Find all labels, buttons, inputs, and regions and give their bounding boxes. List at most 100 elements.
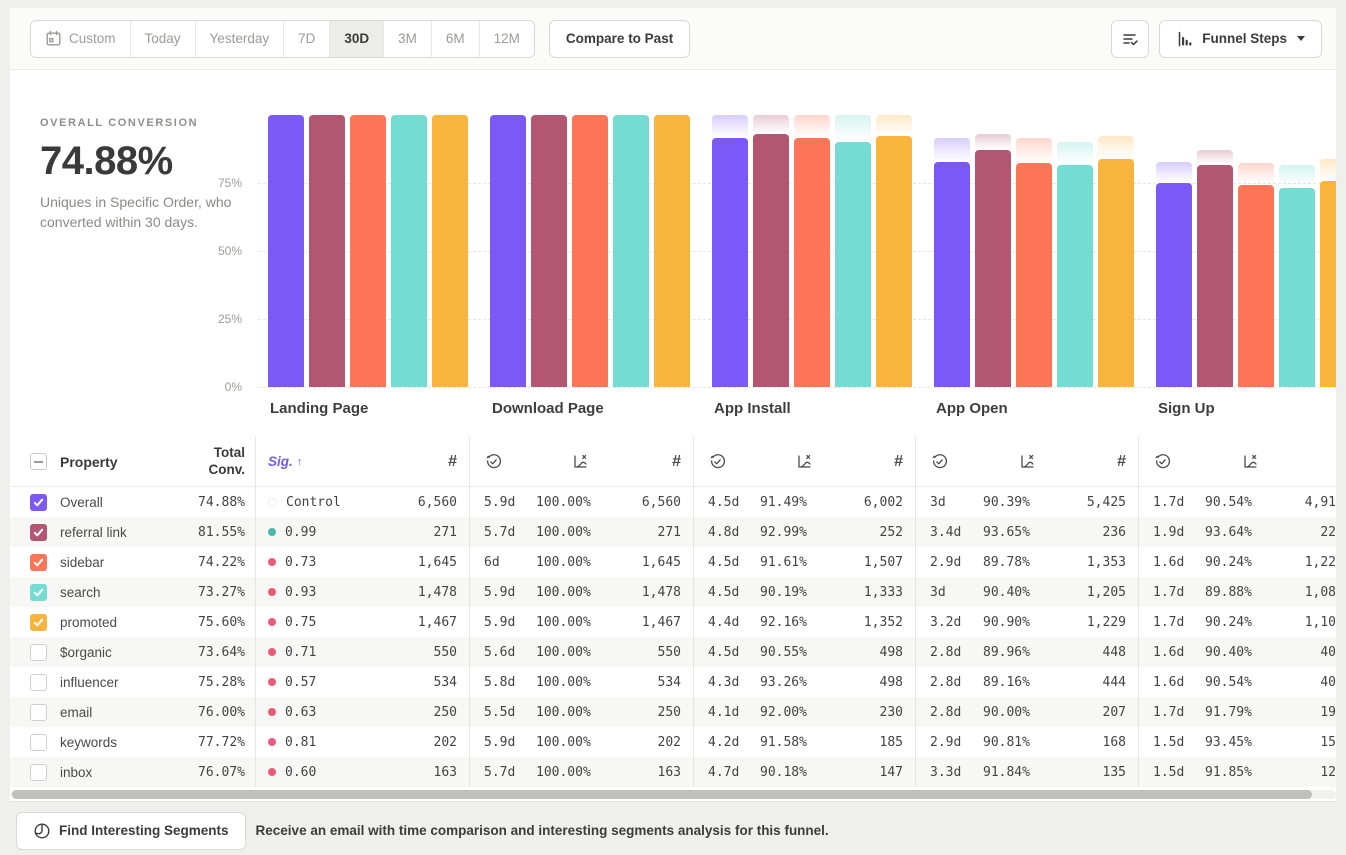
step-count: 40 <box>1320 644 1336 660</box>
checkbox-cell <box>10 607 60 637</box>
avg-time-to-convert: 3d <box>930 584 946 600</box>
horizontal-scrollbar-thumb[interactable] <box>12 790 1312 799</box>
step-conversion-rate: 90.90% <box>983 614 1030 630</box>
table-row-$organic[interactable]: $organic 73.64% 0.71 550 5.6d 100.00% 550 4.5d 9… <box>10 637 1336 667</box>
series-checkbox-influencer[interactable] <box>30 673 47 691</box>
significance-cell: 0.63 <box>256 697 378 727</box>
step-conversion-rate: 90.19% <box>760 584 807 600</box>
range-button-6m[interactable]: 6M <box>431 20 480 57</box>
count-column-header[interactable]: # <box>894 452 903 470</box>
bar-search[interactable] <box>1057 165 1093 387</box>
bar-referral-link[interactable] <box>975 150 1011 387</box>
bar-slot <box>613 115 649 387</box>
avg-time-to-convert: 1.7d <box>1153 494 1185 510</box>
significance-dot-pink <box>268 678 276 686</box>
range-button-yesterday[interactable]: Yesterday <box>195 20 285 57</box>
funnel-steps-dropdown[interactable]: Funnel Steps <box>1159 19 1322 58</box>
table-row-inbox[interactable]: inbox 76.07% 0.60 163 5.7d 100.00% 163 4.7d 90.1… <box>10 757 1336 787</box>
bar-referral-link[interactable] <box>753 134 789 387</box>
step-conversion-rate: 92.00% <box>760 704 807 720</box>
select-all-checkbox[interactable] <box>30 453 47 470</box>
property-name: promoted <box>60 614 118 630</box>
count-column-header[interactable]: # <box>1117 452 1126 470</box>
series-checkbox-email[interactable] <box>30 703 47 721</box>
bar-referral-link[interactable] <box>531 115 567 387</box>
range-button-12m[interactable]: 12M <box>479 20 534 57</box>
list-check-button[interactable] <box>1111 19 1150 58</box>
step-conversion-rate: 90.40% <box>1205 644 1252 660</box>
table-row-sidebar[interactable]: sidebar 74.22% 0.73 1,645 6d 100.00% 1,645 4.5d… <box>10 547 1336 577</box>
step-count: 236 <box>1071 517 1139 547</box>
bar-promoted[interactable] <box>654 115 690 387</box>
bar-sidebar[interactable] <box>572 115 608 387</box>
bar-slot <box>572 115 608 387</box>
table-row-influencer[interactable]: influencer 75.28% 0.57 534 5.8d 100.00% 534 4.3… <box>10 667 1336 697</box>
significance-dot-pink <box>268 708 276 716</box>
significance-value: Control <box>286 494 341 510</box>
bar-search[interactable] <box>613 115 649 387</box>
range-button-7d[interactable]: 7D <box>284 20 331 57</box>
series-checkbox-referral-link[interactable] <box>30 523 47 541</box>
bar-referral-link[interactable] <box>309 115 345 387</box>
compare-to-past-button[interactable]: Compare to Past <box>548 19 691 58</box>
bar-Overall[interactable] <box>712 138 748 387</box>
bar-slot <box>934 115 970 387</box>
series-checkbox-inbox[interactable] <box>30 763 47 781</box>
step-count: 6,560 <box>624 487 694 517</box>
bar-sidebar[interactable] <box>1238 185 1274 387</box>
series-checkbox-sidebar[interactable] <box>30 553 47 571</box>
count-column-header[interactable]: # <box>448 452 457 470</box>
table-row-promoted[interactable]: promoted 75.60% 0.75 1,467 5.9d 100.00% 1,467 4… <box>10 607 1336 637</box>
bar-search[interactable] <box>835 141 871 387</box>
bar-Overall[interactable] <box>934 162 970 387</box>
avg-time-to-convert: 1.6d <box>1153 554 1185 570</box>
bar-search[interactable] <box>391 115 427 387</box>
step-count: 1,467 <box>624 607 694 637</box>
bar-sidebar[interactable] <box>350 115 386 387</box>
previous-step-cap <box>712 115 748 139</box>
previous-step-cap <box>876 115 912 137</box>
range-button-3m[interactable]: 3M <box>384 20 432 57</box>
bar-promoted[interactable] <box>432 115 468 387</box>
table-row-search[interactable]: search 73.27% 0.93 1,478 5.9d 100.00% 1,478 4.5… <box>10 577 1336 607</box>
range-button-custom[interactable]: Custom <box>31 20 131 57</box>
sig-column-header[interactable]: Sig. ↑ <box>268 454 303 469</box>
table-row-referral-link[interactable]: referral link 81.55% 0.99 271 5.7d 100.00% 271… <box>10 517 1336 547</box>
bar-promoted[interactable] <box>1098 159 1134 387</box>
find-interesting-segments-button[interactable]: Find Interesting Segments <box>16 811 246 850</box>
bar-Overall[interactable] <box>268 115 304 387</box>
funnel-steps-label: Funnel Steps <box>1202 31 1287 46</box>
bar-slot <box>1320 115 1336 387</box>
range-button-today[interactable]: Today <box>130 20 196 57</box>
bar-promoted[interactable] <box>1320 181 1336 387</box>
summary-value: 74.88% <box>40 139 173 183</box>
step-count: 40 <box>1320 674 1336 690</box>
bar-slot <box>753 115 789 387</box>
conversion-rate-column-icon <box>983 437 1071 486</box>
range-button-30d[interactable]: 30D <box>330 20 385 57</box>
table-row-keywords[interactable]: keywords 77.72% 0.81 202 5.9d 100.00% 202 4.2d 9… <box>10 727 1336 757</box>
significance-value: 0.63 <box>285 704 317 720</box>
series-checkbox-promoted[interactable] <box>30 613 47 631</box>
category-label: App Install <box>714 400 791 417</box>
bar-Overall[interactable] <box>490 115 526 387</box>
bar-sidebar[interactable] <box>794 137 830 387</box>
property-name: referral link <box>60 524 127 540</box>
series-checkbox-$organic[interactable] <box>30 643 47 661</box>
table-row-Overall[interactable]: Overall 74.88% Control 6,560 5.9d 100.00% 6,56… <box>10 487 1336 517</box>
series-checkbox-keywords[interactable] <box>30 733 47 751</box>
step-conversion-rate: 100.00% <box>536 494 591 510</box>
series-checkbox-search[interactable] <box>30 583 47 601</box>
step-count: 202 <box>378 727 470 757</box>
bar-sidebar[interactable] <box>1016 163 1052 387</box>
step-count: 163 <box>378 757 470 787</box>
step-conversion-rate: 91.85% <box>1205 764 1252 780</box>
bar-Overall[interactable] <box>1156 183 1192 387</box>
bar-search[interactable] <box>1279 187 1315 387</box>
bar-referral-link[interactable] <box>1197 165 1233 387</box>
bar-promoted[interactable] <box>876 136 912 387</box>
avg-time-to-convert: 5.7d <box>484 764 516 780</box>
series-checkbox-Overall[interactable] <box>30 493 47 511</box>
count-column-header[interactable]: # <box>672 452 681 470</box>
table-row-email[interactable]: email 76.00% 0.63 250 5.5d 100.00% 250 4.1d 92.0… <box>10 697 1336 727</box>
